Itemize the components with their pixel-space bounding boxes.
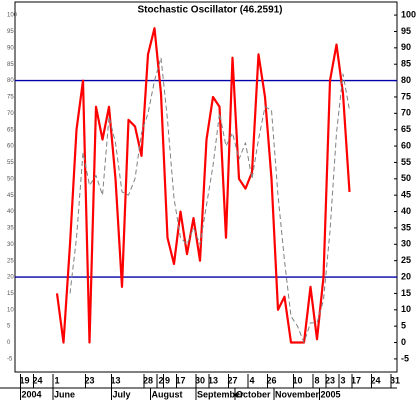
y-tick-label: 15 xyxy=(401,288,411,298)
period-label: June xyxy=(54,389,75,399)
y-tick-label: 5 xyxy=(401,321,406,331)
x-tick-label: 2 xyxy=(158,375,163,385)
y-tick-label: 80 xyxy=(401,75,411,85)
y-tick-label: 50 xyxy=(401,173,411,183)
y-tick-label: 85 xyxy=(401,59,411,69)
y-tick-label-left: 0 xyxy=(7,340,11,346)
y-tick-label: 35 xyxy=(401,222,411,232)
y-tick-label: 95 xyxy=(401,26,411,36)
x-tick-label: 23 xyxy=(325,375,335,385)
y-tick-label-left: 45 xyxy=(7,193,14,199)
x-tick-label: 13 xyxy=(110,375,120,385)
chart-title: Stochastic Oscillator (46.2591) xyxy=(137,5,282,16)
period-label: 2005 xyxy=(321,389,341,399)
x-tick-label: 24 xyxy=(370,375,380,385)
x-tick-label: 3 xyxy=(340,375,345,385)
period-label: November xyxy=(275,389,320,399)
y-tick-label-left: 20 xyxy=(7,275,14,281)
y-tick-label-left: -5 xyxy=(7,356,13,362)
y-tick-label-left: 65 xyxy=(7,127,14,133)
y-tick-label-left: 80 xyxy=(7,78,14,84)
x-tick-label: 28 xyxy=(143,375,153,385)
y-tick-label-left: 40 xyxy=(7,209,14,215)
y-tick-label-left: 70 xyxy=(7,111,14,117)
series-line xyxy=(55,27,351,344)
y-tick-label-left: 95 xyxy=(7,29,14,35)
x-tick-label: 24 xyxy=(32,375,42,385)
x-tick-label: 30 xyxy=(195,375,205,385)
y-tick-label: -5 xyxy=(401,353,409,363)
y-tick-label: 70 xyxy=(401,108,411,118)
period-label: 2004 xyxy=(22,389,42,399)
period-label: July xyxy=(113,389,131,399)
x-tick-label: 31 xyxy=(390,375,400,385)
y-tick-label-left: 90 xyxy=(7,45,14,51)
y-tick-label: 40 xyxy=(401,206,411,216)
y-tick-label-left: 15 xyxy=(7,291,14,297)
x-tick-label: 26 xyxy=(266,375,276,385)
series-line xyxy=(69,57,350,344)
y-tick-label-left: 10 xyxy=(7,307,14,313)
y-tick-label-left: 25 xyxy=(7,258,14,264)
x-tick-label: 10 xyxy=(292,375,302,385)
y-tick-label: 25 xyxy=(401,255,411,265)
y-tick-label-left: 85 xyxy=(7,62,14,68)
y-tick-label: 30 xyxy=(401,239,411,249)
x-tick-label: 8 xyxy=(314,375,319,385)
y-tick-label: 55 xyxy=(401,157,411,167)
y-tick-label: 0 xyxy=(401,337,406,347)
x-tick-label: 19 xyxy=(19,375,29,385)
y-tick-label-left: 5 xyxy=(7,324,11,330)
period-label: October xyxy=(236,389,271,399)
x-tick-label: 27 xyxy=(227,375,237,385)
y-tick-label-left: 55 xyxy=(7,160,14,166)
y-tick-label: 60 xyxy=(401,140,411,150)
y-tick-label-left: 30 xyxy=(7,242,14,248)
y-tick-label: 45 xyxy=(401,190,411,200)
y-tick-label-left: 75 xyxy=(7,95,14,101)
y-tick-label: 65 xyxy=(401,124,411,134)
period-label: September xyxy=(197,389,244,399)
y-tick-label-left: 100 xyxy=(7,13,18,19)
y-tick-label-left: 50 xyxy=(7,176,14,182)
y-tick-label: 10 xyxy=(401,304,411,314)
x-tick-label: 4 xyxy=(249,375,254,385)
x-tick-label: 17 xyxy=(351,375,361,385)
x-tick-label: 17 xyxy=(175,375,185,385)
y-tick-label: 20 xyxy=(401,271,411,281)
y-tick-label: 100 xyxy=(401,9,416,19)
y-tick-label-left: 35 xyxy=(7,226,14,232)
x-tick-label: 23 xyxy=(84,375,94,385)
x-tick-label: 9 xyxy=(165,375,170,385)
y-tick-label: 75 xyxy=(401,91,411,101)
y-tick-label-left: 60 xyxy=(7,144,14,150)
x-tick-label: 13 xyxy=(208,375,218,385)
period-label: August xyxy=(152,389,183,399)
y-tick-label: 90 xyxy=(401,42,411,52)
x-tick-label: 1 xyxy=(54,375,59,385)
